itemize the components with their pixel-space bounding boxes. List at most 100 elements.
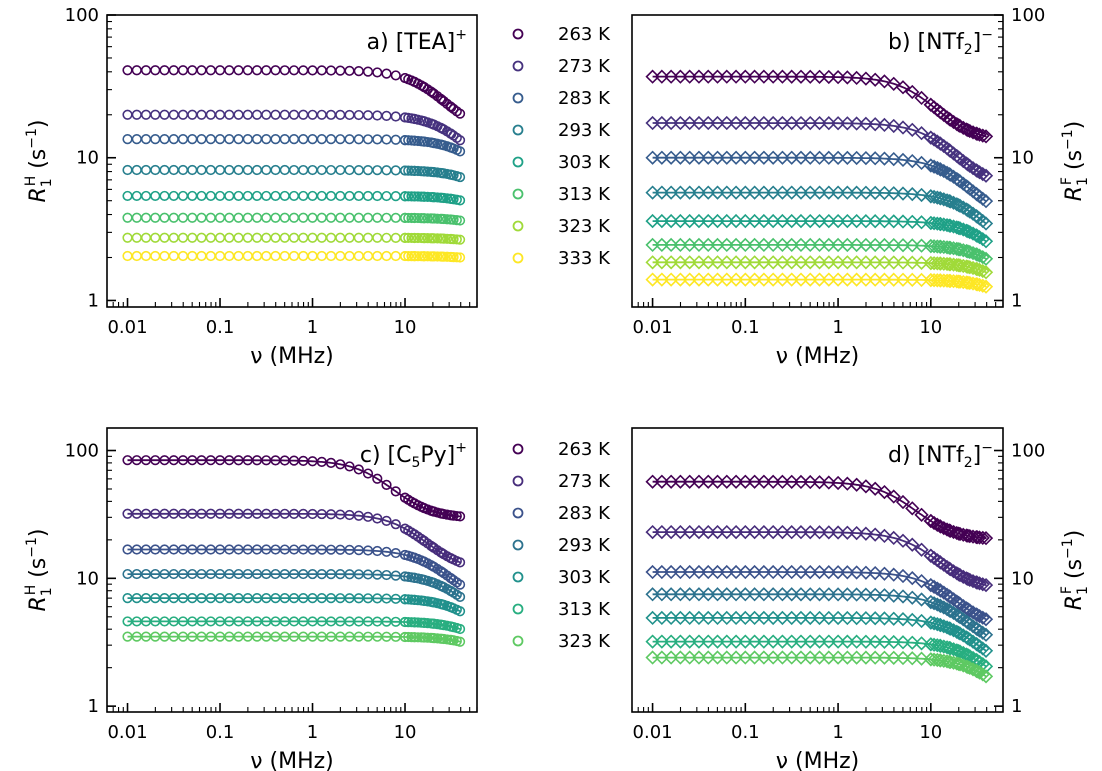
data-point xyxy=(399,135,411,146)
x-tick-label: 0.01 xyxy=(107,317,147,338)
data-point xyxy=(840,272,855,287)
data-point xyxy=(868,117,883,132)
data-point xyxy=(756,237,772,253)
data-point xyxy=(886,118,901,134)
data-point xyxy=(429,167,440,178)
data-point xyxy=(270,109,281,120)
series-273K xyxy=(645,524,994,593)
data-point xyxy=(926,579,942,594)
data-point xyxy=(691,115,707,131)
data-point xyxy=(419,191,430,202)
data-point xyxy=(914,542,929,557)
data-point xyxy=(877,484,892,500)
data-point xyxy=(719,272,734,287)
data-point xyxy=(812,650,827,665)
data-point xyxy=(830,70,846,85)
data-point xyxy=(335,212,346,223)
data-point xyxy=(406,135,417,146)
series-323K xyxy=(122,232,466,245)
data-point xyxy=(868,237,883,253)
data-point xyxy=(429,251,440,262)
data-point xyxy=(307,250,318,262)
data-point xyxy=(858,611,874,626)
data-point xyxy=(710,69,725,84)
data-point xyxy=(233,134,244,145)
data-point xyxy=(728,524,744,540)
legend-label: 313 K xyxy=(558,599,611,620)
data-point xyxy=(403,250,414,262)
data-point xyxy=(270,232,281,243)
data-point xyxy=(812,115,827,131)
data-point xyxy=(840,237,855,253)
data-point xyxy=(691,650,707,665)
data-point xyxy=(325,457,337,468)
data-point xyxy=(224,250,235,262)
data-point xyxy=(673,650,688,665)
data-point xyxy=(298,232,309,243)
data-point xyxy=(962,603,977,618)
data-point xyxy=(654,115,669,131)
data-point xyxy=(390,212,401,223)
data-point xyxy=(224,134,235,145)
data-point xyxy=(435,233,446,244)
data-point xyxy=(419,617,430,628)
data-point xyxy=(353,212,364,223)
data-point xyxy=(422,166,433,177)
data-point xyxy=(381,212,392,223)
data-point xyxy=(858,634,874,649)
data-point xyxy=(390,134,401,145)
data-point xyxy=(233,250,244,262)
data-point xyxy=(975,610,990,625)
data-point xyxy=(140,250,152,262)
data-point xyxy=(775,564,790,580)
data-point xyxy=(242,109,253,120)
data-point xyxy=(261,164,272,176)
data-point xyxy=(362,511,374,522)
legend-between-bottom-panels: 263 K 273 K 283 K 293 K 303 K 313 K 323 K xyxy=(512,439,611,652)
data-point xyxy=(442,251,453,262)
x-tick-label: 0.1 xyxy=(731,317,760,338)
data-point xyxy=(849,634,864,649)
data-point xyxy=(930,517,945,532)
data-point xyxy=(425,233,437,244)
data-point xyxy=(325,250,337,262)
data-point xyxy=(362,468,374,479)
series-283K xyxy=(645,564,994,627)
data-point xyxy=(975,249,990,265)
data-point xyxy=(131,212,142,223)
data-point xyxy=(298,212,309,223)
data-point xyxy=(205,134,216,145)
data-point xyxy=(784,237,799,253)
data-point xyxy=(362,165,374,176)
data-point xyxy=(978,265,994,280)
data-point xyxy=(654,255,669,270)
data-point xyxy=(372,67,383,78)
data-point xyxy=(270,190,281,202)
data-point xyxy=(923,130,938,145)
data-point xyxy=(959,223,974,238)
data-point xyxy=(803,564,818,580)
data-point xyxy=(691,237,707,253)
data-point xyxy=(422,618,433,629)
data-point xyxy=(701,650,716,665)
data-point xyxy=(933,273,948,288)
data-point xyxy=(914,255,929,270)
data-point xyxy=(691,524,707,540)
data-point xyxy=(886,186,901,201)
data-point xyxy=(803,587,818,602)
data-point xyxy=(803,237,818,253)
data-point xyxy=(335,232,346,243)
data-point xyxy=(140,65,152,76)
data-point xyxy=(933,162,948,177)
data-point xyxy=(316,109,327,120)
data-point xyxy=(926,132,942,147)
data-point xyxy=(747,587,762,602)
data-point xyxy=(926,159,942,174)
data-point xyxy=(406,165,417,176)
data-point xyxy=(886,255,901,270)
data-point xyxy=(432,633,443,644)
data-point xyxy=(868,255,883,270)
data-point xyxy=(719,150,734,165)
data-point xyxy=(830,587,846,602)
data-point xyxy=(886,237,901,253)
